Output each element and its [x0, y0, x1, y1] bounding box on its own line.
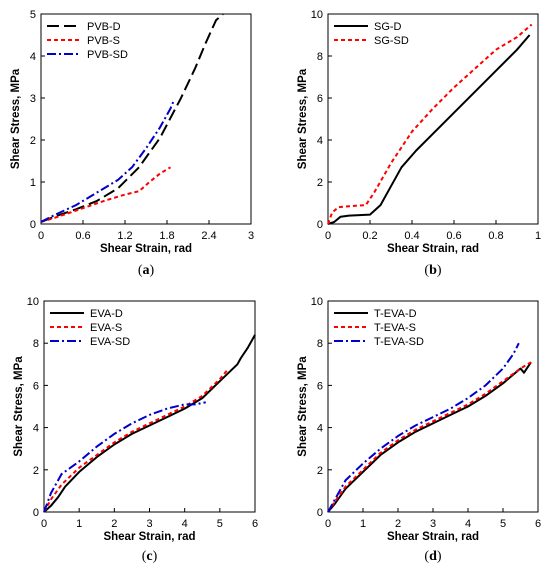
- y-axis-label: Shear Stress, MPa: [297, 356, 309, 457]
- x-tick-label: 0.8: [488, 230, 503, 242]
- y-axis-label: Shear Stress, MPa: [297, 68, 309, 169]
- y-tick-label: 6: [317, 380, 323, 392]
- x-tick-label: 0.6: [446, 230, 461, 242]
- legend-label: EVA-D: [90, 308, 123, 320]
- plot-frame: [327, 13, 539, 225]
- panel-caption: (d): [424, 549, 441, 564]
- y-tick-label: 10: [311, 9, 323, 21]
- panel-caption: (b): [424, 263, 441, 278]
- legend-label: PVB-D: [87, 21, 121, 33]
- legend-label: PVB-S: [87, 35, 120, 47]
- y-tick-label: 4: [33, 423, 39, 435]
- y-tick-label: 8: [317, 338, 323, 350]
- x-tick-label: 2.4: [201, 230, 216, 242]
- legend-label: EVA-SD: [90, 336, 130, 348]
- x-tick-label: 2: [111, 518, 117, 530]
- y-tick-label: 4: [317, 135, 323, 147]
- x-tick-label: 1: [360, 518, 366, 530]
- y-tick-label: 2: [30, 135, 36, 147]
- x-tick-label: 0.6: [75, 230, 90, 242]
- y-tick-label: 2: [317, 465, 323, 477]
- y-tick-label: 4: [317, 423, 323, 435]
- y-tick-label: 4: [30, 51, 36, 63]
- y-tick-label: 6: [317, 93, 323, 105]
- series-line-eva-sd: [43, 401, 206, 513]
- x-axis-label: Shear Strain, rad: [103, 531, 195, 543]
- y-tick-label: 5: [30, 9, 36, 21]
- x-tick-label: 4: [182, 518, 188, 530]
- plot-frame: [327, 300, 539, 513]
- y-tick-label: 1: [30, 177, 36, 189]
- panel-caption: (a): [138, 263, 155, 278]
- x-tick-label: 1.2: [117, 230, 132, 242]
- legend-label: T-EVA-D: [374, 308, 417, 320]
- x-tick-label: 2: [395, 518, 401, 530]
- y-tick-label: 10: [311, 296, 323, 308]
- y-axis-label: Shear Stress, MPa: [10, 68, 22, 169]
- x-tick-label: 0: [325, 230, 331, 242]
- y-tick-label: 10: [27, 296, 39, 308]
- series-line-sg-d: [327, 34, 531, 225]
- y-tick-label: 2: [317, 177, 323, 189]
- x-tick-label: 0.4: [404, 230, 419, 242]
- series-line-eva-s: [43, 369, 228, 513]
- panel-caption: (c): [142, 549, 158, 564]
- x-tick-label: 0: [38, 230, 44, 242]
- y-tick-label: 6: [33, 380, 39, 392]
- plot-frame: [43, 300, 256, 513]
- chart-panel-c: 0 1 2 3 4 5 6 0 2 4 6 8 10 Shear Strain, rad Shear Str…: [13, 296, 258, 564]
- x-tick-label: 6: [535, 518, 541, 530]
- y-tick-label: 8: [33, 338, 39, 350]
- series-line-sg-sd: [327, 23, 533, 225]
- series-line-t-eva-d: [327, 361, 532, 513]
- x-axis-label: Shear Strain, rad: [100, 243, 192, 255]
- legend-label: T-EVA-SD: [374, 336, 424, 348]
- y-tick-label: 0: [317, 219, 323, 231]
- x-tick-label: 5: [217, 518, 223, 530]
- x-tick-label: 1: [76, 518, 82, 530]
- legend-label: T-EVA-S: [374, 322, 416, 334]
- x-tick-label: 1: [535, 230, 541, 242]
- x-tick-label: 5: [500, 518, 506, 530]
- series-line-pvb-s: [40, 166, 172, 223]
- chart-panel-d: 0 1 2 3 4 5 6 0 2 4 6 8 10 Shear Strain, rad Shear Str…: [297, 296, 541, 564]
- chart-panel-a: 0 0.6 1.2 1.8 2.4 3 0 1 2 3 4 5 Shear Strain, rad She…: [10, 9, 254, 278]
- legend-label: SG-D: [374, 21, 402, 33]
- series-line-pvb-d: [40, 13, 224, 223]
- series-line-t-eva-s: [327, 361, 532, 513]
- x-tick-label: 3: [248, 230, 254, 242]
- plot-frame: [40, 13, 252, 225]
- x-tick-label: 1.8: [159, 230, 174, 242]
- x-tick-label: 4: [465, 518, 471, 530]
- legend-label: SG-SD: [374, 35, 409, 47]
- x-tick-label: 3: [430, 518, 436, 530]
- y-axis-label: Shear Stress, MPa: [13, 356, 25, 457]
- x-axis-label: Shear Strain, rad: [387, 531, 479, 543]
- x-tick-label: 3: [146, 518, 152, 530]
- x-axis-label: Shear Strain, rad: [387, 243, 479, 255]
- series-line-t-eva-sd: [327, 342, 520, 513]
- y-tick-label: 0: [317, 507, 323, 519]
- x-tick-label: 6: [252, 518, 258, 530]
- legend-label: EVA-S: [90, 322, 122, 334]
- legend-label: PVB-SD: [87, 49, 128, 61]
- y-tick-label: 2: [33, 465, 39, 477]
- y-tick-label: 3: [30, 93, 36, 105]
- series-line-eva-d: [43, 334, 256, 513]
- y-tick-label: 0: [33, 507, 39, 519]
- y-tick-label: 8: [317, 51, 323, 63]
- x-tick-label: 0: [325, 518, 331, 530]
- series-line-pvb-sd: [40, 99, 175, 223]
- x-tick-label: 0: [41, 518, 47, 530]
- x-tick-label: 0.2: [362, 230, 377, 242]
- y-tick-label: 0: [30, 219, 36, 231]
